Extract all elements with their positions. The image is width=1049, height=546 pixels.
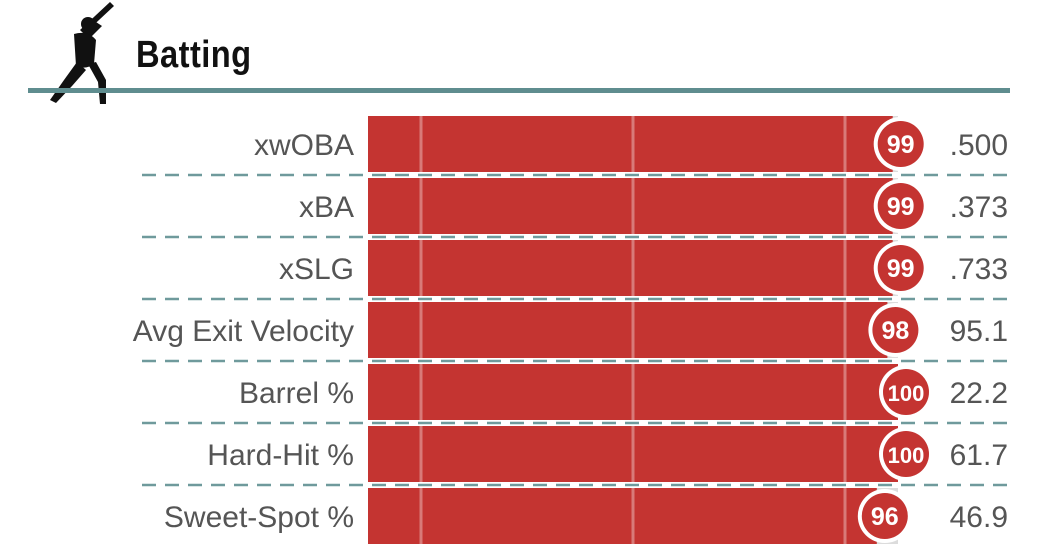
gridline <box>419 240 423 296</box>
percentile-bar <box>368 426 898 482</box>
gridline <box>419 426 423 482</box>
percentile-value: 100 <box>888 443 925 468</box>
category-label: Sweet-Spot % <box>164 501 354 534</box>
gridline <box>419 302 423 358</box>
gridline <box>631 364 635 420</box>
percentile-badge <box>861 493 908 539</box>
category-label: xSLG <box>279 253 354 286</box>
category-label: Avg Exit Velocity <box>133 315 354 348</box>
percentile-bar <box>368 240 893 296</box>
percentile-value: 99 <box>887 255 915 283</box>
percentile-badge <box>877 245 924 291</box>
percentile-value: 100 <box>888 381 925 406</box>
category-label: Barrel % <box>239 377 354 410</box>
gridline <box>843 240 847 296</box>
gridline <box>843 364 847 420</box>
percentile-badge <box>877 121 924 167</box>
gridline <box>631 302 635 358</box>
category-label: xwOBA <box>254 129 354 162</box>
section-header: Batting <box>0 0 1049 104</box>
gridline <box>631 488 635 544</box>
percentile-badge <box>877 183 924 229</box>
gridline <box>843 426 847 482</box>
gridline <box>419 488 423 544</box>
gridline <box>631 116 635 172</box>
category-label: xBA <box>299 191 354 224</box>
percentile-bar <box>368 178 893 234</box>
percentile-value: 96 <box>871 503 899 531</box>
percentile-badge <box>872 307 919 353</box>
metric-value: .733 <box>950 253 1008 286</box>
gridline <box>631 178 635 234</box>
metric-value: 46.9 <box>950 501 1008 534</box>
gridline <box>843 488 847 544</box>
percentile-value: 99 <box>887 131 915 159</box>
percentile-badge <box>883 431 929 477</box>
percentile-bar <box>368 364 898 420</box>
category-label: Hard-Hit % <box>207 439 354 472</box>
gridline <box>631 426 635 482</box>
metric-value: .373 <box>950 191 1008 224</box>
gridline <box>419 364 423 420</box>
gridline <box>631 240 635 296</box>
percentile-badge <box>883 369 929 415</box>
metric-value: .500 <box>950 129 1008 162</box>
percentile-bar <box>368 488 877 544</box>
gridline <box>419 178 423 234</box>
gridline <box>843 302 847 358</box>
header-divider <box>28 88 1010 93</box>
metric-value: 61.7 <box>950 439 1008 472</box>
percentile-value: 98 <box>881 317 909 345</box>
gridline <box>843 178 847 234</box>
percentile-bar <box>368 116 893 172</box>
metric-value: 95.1 <box>950 315 1008 348</box>
metric-value: 22.2 <box>950 377 1008 410</box>
section-title: Batting <box>136 34 252 76</box>
percentile-bar <box>368 302 888 358</box>
gridline <box>419 116 423 172</box>
gridline <box>843 116 847 172</box>
percentile-value: 99 <box>887 193 915 221</box>
